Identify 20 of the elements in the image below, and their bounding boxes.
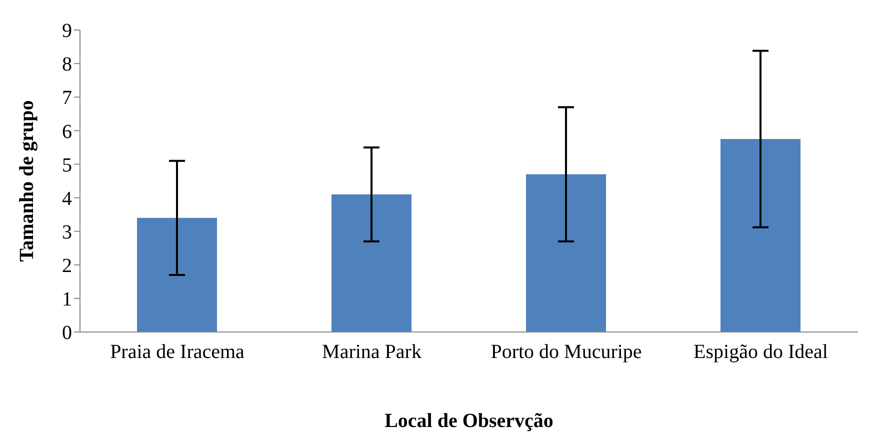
y-tick-label: 1	[62, 288, 72, 311]
y-tick-label: 4	[62, 188, 72, 210]
y-axis-title: Tamanho de grupo	[16, 100, 38, 262]
y-tick-label: 8	[62, 54, 72, 76]
y-tick-label: 7	[62, 87, 72, 110]
bar	[332, 194, 412, 332]
x-tick-label: Praia de Iracema	[110, 341, 245, 363]
y-tick-label: 3	[62, 221, 72, 244]
y-tick-label: 2	[62, 254, 72, 277]
y-tick-label: 9	[62, 20, 72, 42]
x-tick-label: Espigão do Ideal	[694, 341, 828, 363]
x-axis-title: Local de Observção	[384, 410, 554, 432]
x-tick-label: Porto do Mucuripe	[490, 341, 642, 363]
bar	[526, 174, 606, 332]
x-tick-label: Marina Park	[322, 341, 422, 363]
bar	[720, 139, 800, 332]
bar	[137, 218, 217, 332]
y-tick-label: 5	[62, 154, 72, 176]
y-tick-label: 6	[62, 120, 72, 143]
y-tick-label: 0	[62, 322, 72, 344]
